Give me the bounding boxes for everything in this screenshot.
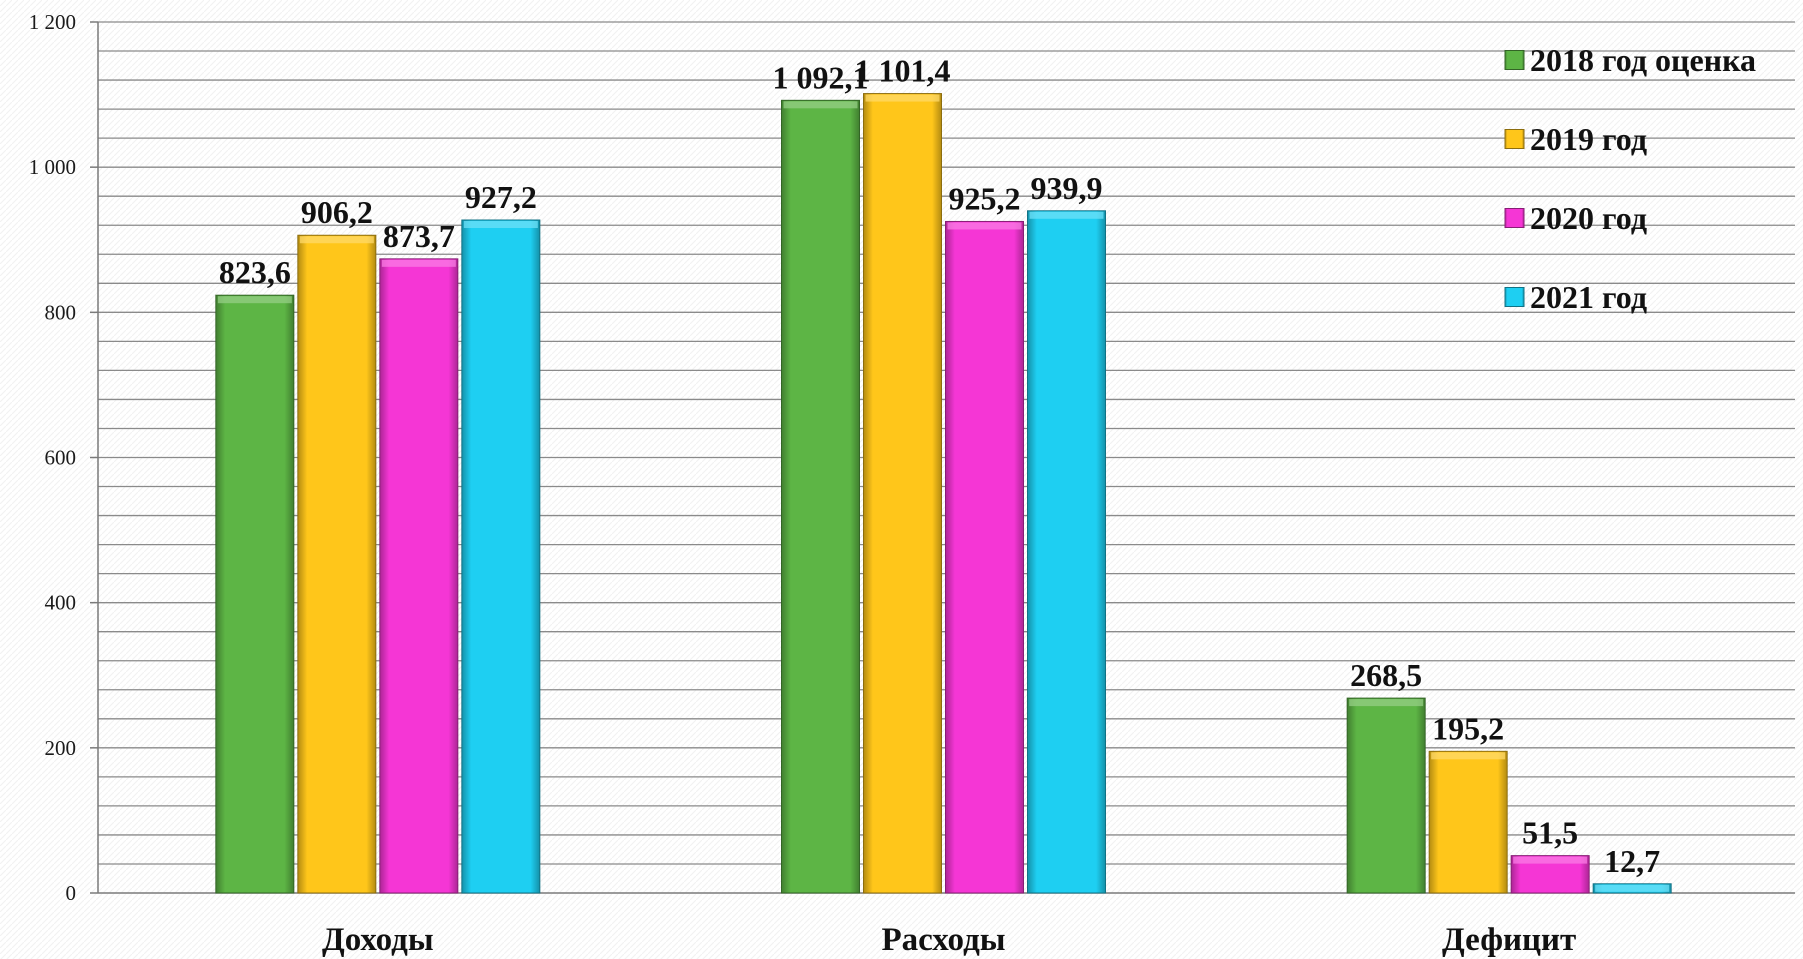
y-tick-label: 0 xyxy=(66,881,77,905)
bar-1-2 xyxy=(945,220,1024,894)
legend: 2018 год оценка 2019 год 2020 год 2021 год xyxy=(1504,42,1756,315)
bars xyxy=(215,93,1672,894)
bar-highlight xyxy=(865,94,940,102)
y-tick-label: 800 xyxy=(45,300,77,324)
legend-label: 2020 год xyxy=(1530,200,1647,236)
bar-1-0 xyxy=(781,99,860,894)
legend-label: 2019 год xyxy=(1530,121,1647,157)
legend-swatch xyxy=(1504,129,1525,149)
bar-2-1 xyxy=(1428,750,1508,894)
bar-highlight xyxy=(947,222,1022,230)
legend-swatch xyxy=(1504,50,1525,70)
data-label: 906,2 xyxy=(301,194,373,230)
category-label: Расходы xyxy=(881,922,1005,958)
bar-0-1 xyxy=(297,234,377,894)
y-tick-label: 600 xyxy=(45,446,77,470)
bar-highlight xyxy=(381,259,456,267)
bar-0-3 xyxy=(461,219,541,894)
category-label: Доходы xyxy=(322,922,434,958)
bar-2-0 xyxy=(1346,697,1426,894)
y-tick-label: 200 xyxy=(45,736,77,760)
data-label: 195,2 xyxy=(1432,710,1504,746)
bar-1-3 xyxy=(1027,210,1106,894)
legend-label: 2018 год оценка xyxy=(1530,42,1756,78)
data-label: 1 092,1 xyxy=(773,59,869,95)
y-tick-label: 1 000 xyxy=(29,155,76,179)
y-axis-ticks: 0 200 400 600 800 1 000 1 200 xyxy=(29,10,98,905)
bar-0-0 xyxy=(215,294,295,894)
bar-highlight xyxy=(1431,752,1506,760)
bar-highlight xyxy=(463,221,538,229)
bar-highlight xyxy=(217,296,292,304)
data-label: 268,5 xyxy=(1350,657,1422,693)
bar-highlight xyxy=(1595,884,1670,892)
data-label: 12,7 xyxy=(1604,843,1660,879)
bar-highlight xyxy=(783,101,858,109)
data-label: 925,2 xyxy=(949,180,1021,216)
data-label: 1 101,4 xyxy=(855,53,951,89)
legend-label: 2021 год xyxy=(1530,279,1647,315)
bar-highlight xyxy=(1029,211,1104,219)
data-label: 873,7 xyxy=(383,218,455,254)
legend-swatch xyxy=(1504,287,1525,307)
data-label: 927,2 xyxy=(465,179,537,215)
legend-swatch xyxy=(1504,208,1525,228)
data-label: 939,9 xyxy=(1031,170,1103,206)
y-tick-label: 1 200 xyxy=(29,10,76,34)
data-label: 51,5 xyxy=(1522,815,1578,851)
data-labels: 823,6 906,2 873,7 927,2 1 092,11 101,4 925,2 9… xyxy=(219,53,1660,879)
bar-highlight xyxy=(299,236,374,244)
category-labels: Доходы Расходы Дефицит xyxy=(322,922,1576,958)
y-tick-label: 400 xyxy=(45,591,77,615)
bar-0-2 xyxy=(379,258,459,894)
category-label: Дефицит xyxy=(1442,922,1576,958)
bar-highlight xyxy=(1513,856,1588,864)
data-label: 823,6 xyxy=(219,254,291,290)
bar-1-1 xyxy=(863,93,942,894)
bar-highlight xyxy=(1349,699,1424,707)
